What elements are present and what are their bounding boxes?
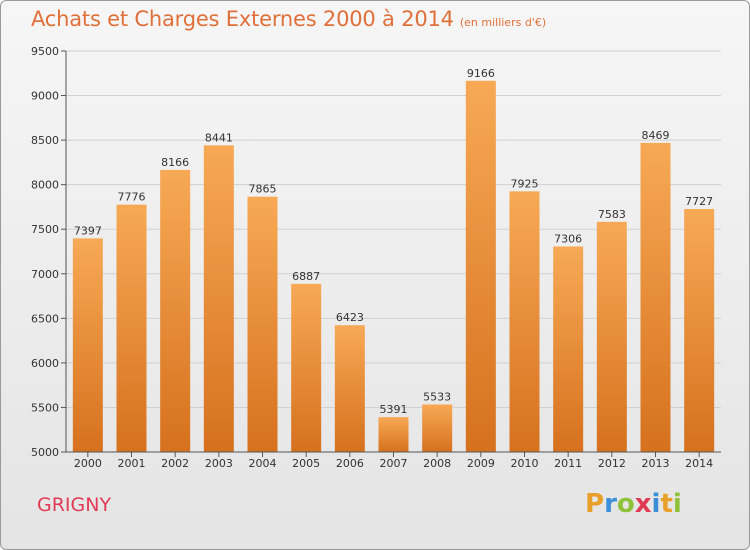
y-tick-label: 8500	[31, 134, 59, 147]
x-tick-label: 2004	[249, 457, 277, 470]
bar	[247, 196, 278, 452]
y-tick-label: 6000	[31, 357, 59, 370]
x-tick-label: 2007	[380, 457, 408, 470]
x-tick-label: 2010	[511, 457, 539, 470]
bar	[72, 238, 103, 452]
bar	[203, 145, 234, 453]
bar-value-label: 7397	[74, 224, 102, 237]
bar	[684, 208, 715, 452]
bar-value-label: 7776	[118, 191, 146, 204]
bar-value-label: 8166	[161, 156, 189, 169]
x-tick-label: 2009	[467, 457, 495, 470]
bar	[160, 169, 191, 453]
x-axis: 2000 2001 2002 2003 2004 2005 2006 2007 2008 2009…	[66, 451, 721, 470]
logo-letter: P	[585, 489, 605, 519]
bars: 7397 7776 8166 8441 7865 6887 6423 5391 5533 9166…	[72, 67, 715, 453]
x-tick-label: 2002	[161, 457, 189, 470]
bar-value-label: 6423	[336, 311, 364, 324]
logo-letter: t	[660, 489, 673, 519]
bar	[291, 283, 322, 452]
bar	[596, 221, 627, 452]
location-label: GRIGNY	[37, 494, 112, 516]
y-tick-label: 8000	[31, 179, 59, 192]
x-tick-label: 2008	[423, 457, 451, 470]
bar	[422, 404, 453, 452]
bar-value-label: 6887	[292, 270, 320, 283]
x-tick-label: 2000	[74, 457, 102, 470]
chart-title: Achats et Charges Externes 2000 à 2014 (e…	[31, 7, 546, 31]
bar-value-label: 7583	[598, 208, 626, 221]
logo-letter: r	[604, 489, 617, 519]
y-axis: 5000 5500 6000 6500 7000 7500 8000 8500 9000 9500	[31, 45, 67, 459]
bar	[116, 204, 147, 452]
bar	[378, 417, 409, 452]
bar-value-label: 7306	[554, 233, 582, 246]
x-tick-label: 2011	[554, 457, 582, 470]
chart-title-text: Achats et Charges Externes 2000 à 2014	[31, 7, 454, 31]
y-tick-label: 7500	[31, 223, 59, 236]
bar	[553, 246, 584, 452]
logo-letter: x	[634, 489, 652, 519]
y-tick-label: 7000	[31, 268, 59, 281]
y-tick-label: 5500	[31, 401, 59, 414]
chart-unit: (en milliers d'€)	[459, 16, 547, 29]
x-tick-label: 2005	[292, 457, 320, 470]
x-tick-label: 2014	[685, 457, 713, 470]
bar	[509, 191, 540, 452]
bar	[334, 325, 365, 452]
x-tick-label: 2012	[598, 457, 626, 470]
bar-value-label: 7727	[685, 195, 713, 208]
proxiti-logo: Proxiti	[585, 489, 682, 519]
bar	[465, 80, 496, 452]
y-tick-label: 6500	[31, 312, 59, 325]
x-tick-label: 2001	[118, 457, 146, 470]
y-tick-label: 9000	[31, 90, 59, 103]
x-tick-label: 2013	[642, 457, 670, 470]
bar-value-label: 8441	[205, 131, 233, 144]
logo-letter: o	[616, 489, 635, 519]
x-tick-label: 2003	[205, 457, 233, 470]
y-tick-label: 5000	[31, 446, 59, 459]
bar-value-label: 7925	[511, 177, 539, 190]
y-tick-label: 9500	[31, 45, 59, 58]
logo-letter: i	[651, 489, 661, 519]
bar	[640, 142, 671, 453]
x-tick-label: 2006	[336, 457, 364, 470]
bar-value-label: 5391	[380, 403, 408, 416]
bar-value-label: 7865	[249, 183, 277, 196]
bar-value-label: 9166	[467, 67, 495, 80]
logo-letter: i	[672, 489, 682, 519]
bar-value-label: 5533	[423, 391, 451, 404]
bar-value-label: 8469	[642, 129, 670, 142]
